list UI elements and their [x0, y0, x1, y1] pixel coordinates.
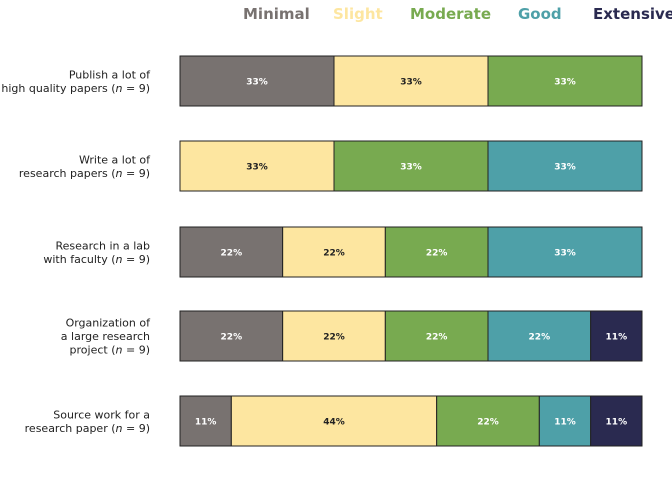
data-label-1-minimal: 33%	[246, 78, 268, 88]
bar-segment-2-moderate	[333, 140, 489, 192]
bar-segment-3-moderate	[384, 226, 489, 278]
data-label-1-slight: 33%	[400, 78, 422, 88]
bar-row-3: 22% 22% 22% 33%	[179, 226, 643, 278]
data-label-5-minimal: 11%	[195, 418, 217, 428]
legend-entry-minimal: Minimal	[243, 5, 310, 23]
legend-entry-slight: Slight	[333, 5, 383, 23]
data-label-4-good: 22%	[529, 333, 551, 343]
data-label-2-good: 33%	[554, 163, 576, 173]
category-label-2: Write a lot of research papers (n = 9)	[19, 153, 151, 180]
bar-segment-3-slight	[282, 226, 386, 278]
bar-row-5: 11% 44% 22% 11% 11%	[179, 395, 643, 447]
bar-row-2: 33% 33% 33%	[179, 140, 643, 192]
data-label-4-moderate: 22%	[426, 333, 448, 343]
bar-segment-5-extensive	[590, 395, 643, 447]
bar-segment-1-minimal	[179, 55, 335, 107]
category-labels: Publish a lot of high quality papers (n =…	[1, 68, 151, 435]
data-label-3-minimal: 22%	[221, 249, 243, 259]
data-label-5-extensive: 11%	[606, 418, 628, 428]
data-label-4-slight: 22%	[323, 333, 345, 343]
data-label-5-slight: 44%	[323, 418, 345, 428]
data-label-1-moderate: 33%	[554, 78, 576, 88]
bar-row-4: 22% 22% 22% 22% 11%	[179, 310, 643, 362]
bar-segment-1-slight	[333, 55, 489, 107]
data-label-5-moderate: 22%	[477, 418, 499, 428]
legend-entry-extensive: Extensive	[593, 5, 672, 23]
data-label-2-slight: 33%	[246, 163, 268, 173]
category-label-1: Publish a lot of high quality papers (n =…	[1, 68, 151, 95]
bar-segment-5-slight	[230, 395, 438, 447]
bar-segment-4-slight	[282, 310, 386, 362]
legend: Minimal Slight Moderate Good Extensive	[243, 5, 672, 23]
legend-entry-good: Good	[518, 5, 562, 23]
category-label-5: Source work for a research paper (n = 9)	[25, 408, 150, 435]
bar-segment-2-slight	[179, 140, 335, 192]
bar-segment-3-good	[487, 226, 643, 278]
bars: 33% 33% 33%33% 33% 33%22% 22% 22% 33%22% 22% 22% 2…	[179, 55, 643, 447]
bar-row-1: 33% 33% 33%	[179, 55, 643, 107]
data-label-4-extensive: 11%	[606, 333, 628, 343]
data-label-3-slight: 22%	[323, 249, 345, 259]
bar-segment-4-good	[487, 310, 592, 362]
data-label-5-good: 11%	[554, 418, 576, 428]
category-label-3: Research in a lab with faculty (n = 9)	[43, 239, 150, 266]
bar-segment-1-moderate	[487, 55, 643, 107]
data-label-3-good: 33%	[554, 249, 576, 259]
data-label-4-minimal: 22%	[221, 333, 243, 343]
bar-segment-5-good	[538, 395, 592, 447]
category-label-4: Organization of a large research project (…	[61, 317, 151, 357]
bar-segment-3-minimal	[179, 226, 284, 278]
bar-segment-4-extensive	[590, 310, 643, 362]
bar-segment-2-good	[487, 140, 643, 192]
bar-segment-5-minimal	[179, 395, 232, 447]
bar-segment-4-moderate	[384, 310, 489, 362]
data-label-2-moderate: 33%	[400, 163, 422, 173]
legend-entry-moderate: Moderate	[410, 5, 491, 23]
bar-segment-5-moderate	[436, 395, 540, 447]
data-label-3-moderate: 22%	[426, 249, 448, 259]
